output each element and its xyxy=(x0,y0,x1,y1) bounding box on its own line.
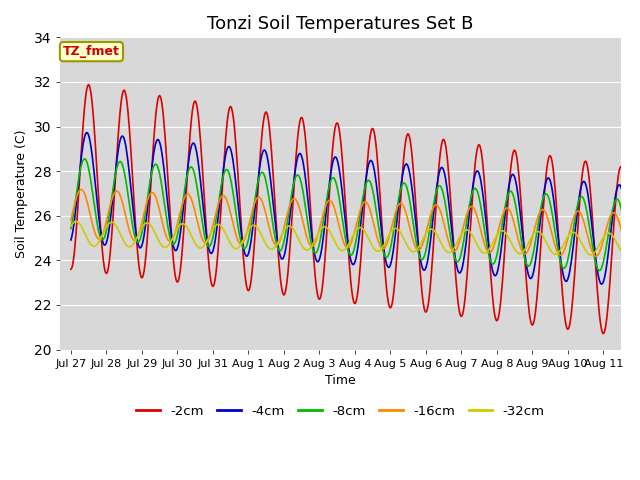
-8cm xyxy=(67,226,75,231)
-2cm xyxy=(635,335,640,341)
-8cm xyxy=(81,156,89,162)
-8cm xyxy=(631,270,639,276)
Legend: -2cm, -4cm, -8cm, -16cm, -32cm: -2cm, -4cm, -8cm, -16cm, -32cm xyxy=(131,400,550,423)
-4cm xyxy=(239,240,246,246)
Line: -2cm: -2cm xyxy=(71,84,639,338)
-16cm xyxy=(414,247,422,253)
-2cm xyxy=(267,139,275,145)
-4cm xyxy=(134,242,142,248)
Line: -32cm: -32cm xyxy=(71,221,639,255)
-16cm xyxy=(289,197,296,203)
-2cm xyxy=(84,82,92,87)
-4cm xyxy=(446,210,454,216)
-2cm xyxy=(134,256,142,262)
-8cm xyxy=(414,249,422,254)
-16cm xyxy=(635,239,640,245)
-32cm xyxy=(134,232,142,238)
-4cm xyxy=(634,284,640,290)
Text: TZ_fmet: TZ_fmet xyxy=(63,45,120,58)
-32cm xyxy=(446,249,454,255)
-16cm xyxy=(627,255,635,261)
-8cm xyxy=(289,188,296,193)
-32cm xyxy=(635,235,640,241)
Line: -8cm: -8cm xyxy=(71,159,639,273)
-8cm xyxy=(239,244,246,250)
-32cm xyxy=(289,225,296,231)
Line: -4cm: -4cm xyxy=(71,132,639,287)
-4cm xyxy=(289,192,296,197)
-4cm xyxy=(67,237,75,243)
-2cm xyxy=(414,239,422,245)
-32cm xyxy=(239,239,246,244)
-4cm xyxy=(414,240,422,246)
-16cm xyxy=(67,217,75,223)
Line: -16cm: -16cm xyxy=(71,190,639,258)
Title: Tonzi Soil Temperatures Set B: Tonzi Soil Temperatures Set B xyxy=(207,15,474,33)
-4cm xyxy=(267,179,275,184)
-8cm xyxy=(635,262,640,267)
-32cm xyxy=(414,245,422,251)
-16cm xyxy=(77,187,85,192)
-32cm xyxy=(267,246,275,252)
X-axis label: Time: Time xyxy=(325,374,356,387)
-32cm xyxy=(67,224,75,229)
-2cm xyxy=(446,188,454,193)
-16cm xyxy=(446,243,454,249)
-4cm xyxy=(635,282,640,288)
-16cm xyxy=(134,232,142,238)
-2cm xyxy=(239,245,246,251)
-2cm xyxy=(289,210,296,216)
Y-axis label: Soil Temperature (C): Soil Temperature (C) xyxy=(15,129,28,258)
-2cm xyxy=(67,266,75,272)
-32cm xyxy=(72,218,80,224)
-8cm xyxy=(267,207,275,213)
-4cm xyxy=(83,130,91,135)
-16cm xyxy=(239,240,246,246)
-8cm xyxy=(446,231,454,237)
-16cm xyxy=(267,231,275,237)
-32cm xyxy=(622,252,630,258)
-8cm xyxy=(134,239,142,245)
